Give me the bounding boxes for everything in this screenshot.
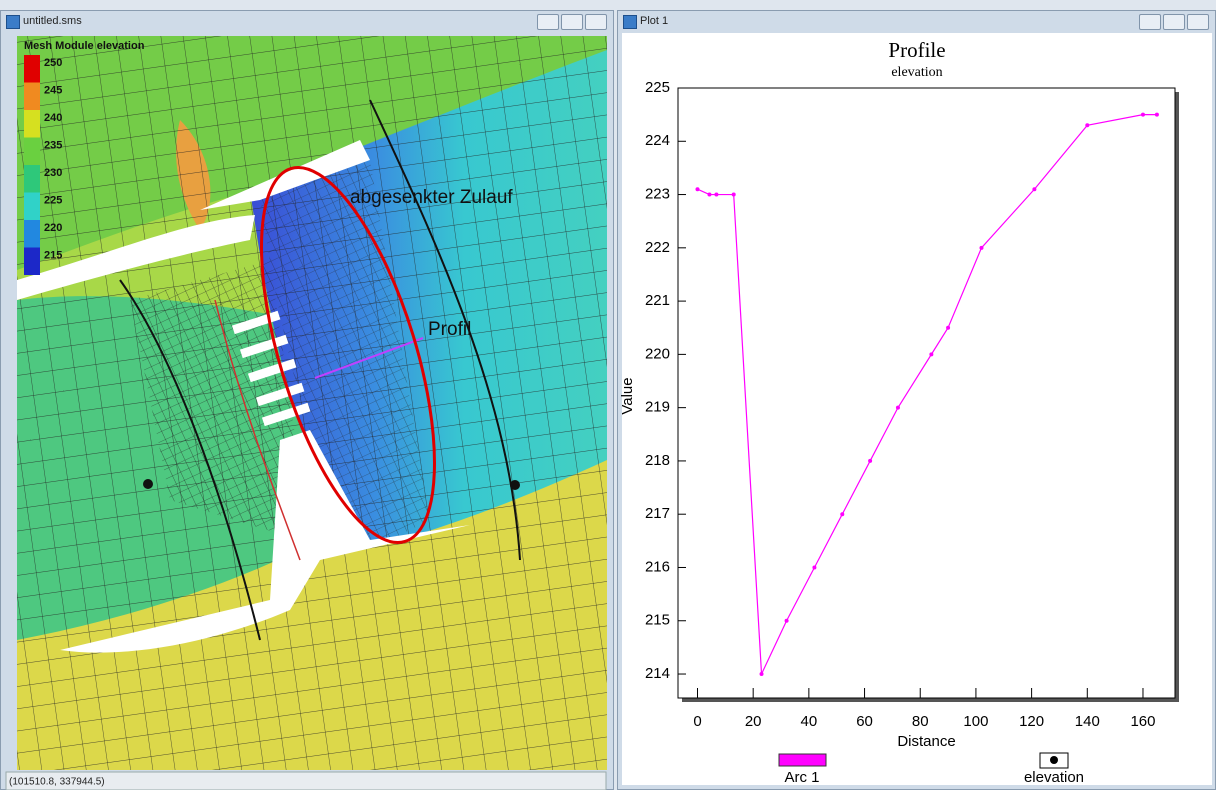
legend-label: 250 [44,57,62,69]
point [1032,187,1036,191]
annotation: Profil [428,319,471,340]
x-tick-label: 140 [1075,713,1100,730]
point [732,193,736,197]
legend-swatch [24,83,40,111]
legend-label: 215 [44,249,62,261]
legend-swatch [24,55,40,83]
legend-marker [1050,756,1058,764]
legend-label: Arc 1 [784,769,819,786]
legend-label: 225 [44,194,62,206]
y-axis-label: Value [619,377,636,414]
legend-swatch [779,754,826,766]
x-tick-label: 80 [912,713,929,730]
status-text: (101510.8, 337944.5) [9,777,105,788]
point [695,187,699,191]
point [714,193,718,197]
mesh [17,36,607,770]
y-tick-label: 216 [645,558,670,575]
legend-swatch [24,165,40,193]
y-tick-label: 221 [645,292,670,309]
point [707,193,711,197]
legend-swatch [24,248,40,276]
screen: untitled.sms Plot 1 [0,0,1216,790]
point [896,406,900,410]
legend-swatch [24,220,40,248]
legend-title: Mesh Module elevation [24,40,145,52]
point [868,459,872,463]
x-tick-label: 160 [1130,713,1155,730]
plot-frame [678,88,1175,698]
x-axis-label: Distance [897,733,955,750]
legend-label: 240 [44,112,62,124]
chart-subtitle: elevation [891,65,942,80]
legend-label: 245 [44,84,62,96]
legend-label: 235 [44,139,62,151]
y-tick-label: 224 [645,132,670,149]
point [929,352,933,356]
chart-title: Profile [888,38,945,62]
legend-label: 230 [44,167,62,179]
point [1085,123,1089,127]
x-tick-label: 60 [856,713,873,730]
x-tick-label: 0 [693,713,701,730]
y-tick-label: 214 [645,665,670,682]
x-tick-label: 40 [801,713,818,730]
legend-swatch [24,138,40,166]
legend-label: 220 [44,222,62,234]
map-view: abgesenkter Zulauf Profil Mesh Module el… [0,0,1216,790]
y-tick-label: 225 [645,79,670,96]
y-tick-label: 218 [645,452,670,469]
point [840,512,844,516]
legend-label: elevation [1024,769,1084,786]
point [946,326,950,330]
y-tick-label: 217 [645,505,670,522]
y-tick-label: 215 [645,612,670,629]
legend-swatch [24,193,40,221]
y-tick-label: 222 [645,239,670,256]
point [979,246,983,250]
point [1141,113,1145,117]
legend-swatch [24,110,40,138]
x-tick-label: 120 [1019,713,1044,730]
point [812,565,816,569]
x-tick-label: 20 [745,713,762,730]
x-tick-label: 100 [963,713,988,730]
y-tick-label: 223 [645,186,670,203]
point [785,619,789,623]
y-tick-label: 220 [645,345,670,362]
annotation: abgesenkter Zulauf [350,187,513,208]
point [1155,113,1159,117]
point [760,672,764,676]
y-tick-label: 219 [645,399,670,416]
